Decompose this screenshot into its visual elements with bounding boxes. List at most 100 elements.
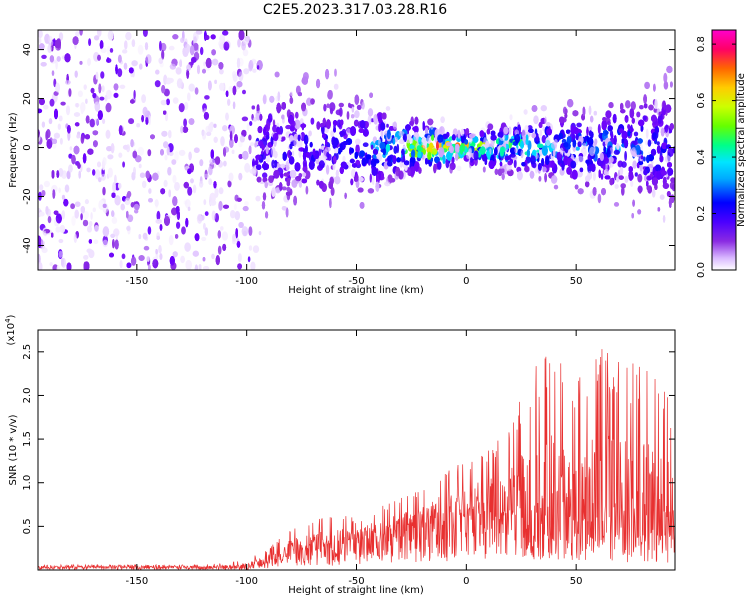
spectrogram-cell xyxy=(330,187,335,196)
spectrogram-cell xyxy=(113,92,119,98)
spectrogram-cell xyxy=(124,40,128,50)
spectrogram-cell xyxy=(39,43,45,50)
spectrogram-cell xyxy=(525,138,529,145)
spectrogram-cell xyxy=(194,87,199,95)
spectrogram-cell xyxy=(161,130,168,137)
spectrogram-cell xyxy=(206,131,212,136)
spectrogram-cell xyxy=(122,144,129,150)
spectrogram-cell xyxy=(47,44,52,53)
spectrogram-cell xyxy=(64,184,70,193)
spectrogram-cell xyxy=(165,112,168,122)
spectrogram-cell xyxy=(190,45,195,56)
spectrogram-cell xyxy=(142,106,148,116)
spectrogram-cell xyxy=(210,149,214,160)
spectrogram-cell xyxy=(211,49,216,56)
spectrogram-cell xyxy=(597,123,601,135)
spectrogram-cell xyxy=(630,180,634,187)
spectrogram-cell xyxy=(75,31,80,37)
spectrogram-cell xyxy=(147,149,152,157)
spectrogram-cell xyxy=(54,108,58,120)
spectrogram-cell xyxy=(180,125,184,134)
spectrogram-cell xyxy=(285,207,289,218)
spectrogram-cell xyxy=(355,159,361,166)
spectrogram-cell xyxy=(398,131,405,137)
spectrogram-cell xyxy=(528,128,534,133)
spectrogram-cell xyxy=(318,148,322,156)
spectrogram-cell xyxy=(223,204,229,209)
spectrogram-cell xyxy=(588,105,592,116)
spectrogram-cell xyxy=(334,176,341,185)
spectrogram-cell xyxy=(114,239,119,250)
spectrogram-cell xyxy=(659,194,665,200)
spectrogram-cell xyxy=(385,106,391,111)
spectrogram-cell xyxy=(594,138,598,145)
spectrogram-cell xyxy=(47,216,52,224)
spectrogram-cell xyxy=(242,206,249,212)
spectrogram-cell xyxy=(334,68,337,77)
spectrogram-cell xyxy=(276,102,282,114)
spectrogram-cell xyxy=(152,172,159,181)
spectrogram-cell xyxy=(97,110,103,120)
spectrogram-cell xyxy=(61,210,66,220)
spectrogram-cell xyxy=(117,54,122,63)
spectrogram-cell xyxy=(261,144,265,151)
spectrogram-cell xyxy=(486,128,491,135)
spectrogram-cell xyxy=(80,164,83,173)
spectrogram-cell xyxy=(98,199,105,210)
spectrogram-cell xyxy=(465,128,470,135)
spectrogram-cell xyxy=(163,110,167,115)
spectrogram-cell xyxy=(163,88,170,97)
spectrogram-cell xyxy=(333,83,339,90)
spectrogram-cell xyxy=(526,149,530,158)
spectrogram-cell xyxy=(220,226,224,231)
spectrogram-cell xyxy=(222,30,229,36)
spectrogram-cell xyxy=(359,120,366,129)
spectrogram-cell xyxy=(201,236,207,242)
spectrogram-cell xyxy=(221,231,228,241)
spectrogram-cell xyxy=(227,98,231,106)
spectrogram-cell xyxy=(326,119,331,130)
spectrogram-cell xyxy=(195,30,203,35)
spectrogram-cell xyxy=(521,162,526,167)
spectrogram-cell xyxy=(186,64,191,71)
spectrogram-cell xyxy=(236,197,242,202)
spectrogram-cell xyxy=(101,85,105,93)
spectrogram-cell xyxy=(288,156,295,165)
spectrogram-cell xyxy=(295,111,299,119)
spectrogram-cell xyxy=(80,134,85,144)
spectrogram-cell xyxy=(183,181,189,189)
spectrogram-cell xyxy=(232,101,236,110)
spectrogram-cell xyxy=(563,142,569,148)
spectrogram-cell xyxy=(482,166,486,173)
spectrogram-cell xyxy=(244,162,251,173)
spectrogram-cell xyxy=(248,60,254,70)
spectrogram-cell xyxy=(484,157,488,165)
spectrogram-cell xyxy=(97,54,101,61)
spectrogram-cell xyxy=(367,115,372,125)
spectrogram-cell xyxy=(258,231,262,236)
spectrogram-cell xyxy=(567,99,574,108)
spectrogram-cell xyxy=(238,30,245,41)
spectrogram-cell xyxy=(248,226,253,237)
spectrogram-cell xyxy=(220,136,225,147)
spectrogram-cell xyxy=(651,189,656,198)
spectrogram-cell xyxy=(536,133,539,142)
spectrogram-cell xyxy=(517,171,523,181)
spectrogram-cell xyxy=(39,184,44,191)
spectrogram-cell xyxy=(446,151,453,161)
spectrogram-cell xyxy=(202,257,206,262)
spectrogram-cell xyxy=(73,112,81,117)
spectrogram-cell xyxy=(579,167,584,173)
spectrogram-cell xyxy=(632,199,635,207)
spectrogram-cell xyxy=(358,177,364,182)
spectrogram-cell xyxy=(276,129,281,136)
spectrogram-cell xyxy=(99,96,105,101)
spectrogram-cells xyxy=(38,30,675,270)
spectrogram-cell xyxy=(107,167,113,178)
spectrogram-cell xyxy=(208,80,212,91)
spectrogram-cell xyxy=(184,43,191,54)
spectrogram-cell xyxy=(133,89,136,100)
spectrogram-cell xyxy=(82,219,89,227)
spectrogram-cell xyxy=(589,146,596,157)
spectrogram-cell xyxy=(566,167,572,175)
